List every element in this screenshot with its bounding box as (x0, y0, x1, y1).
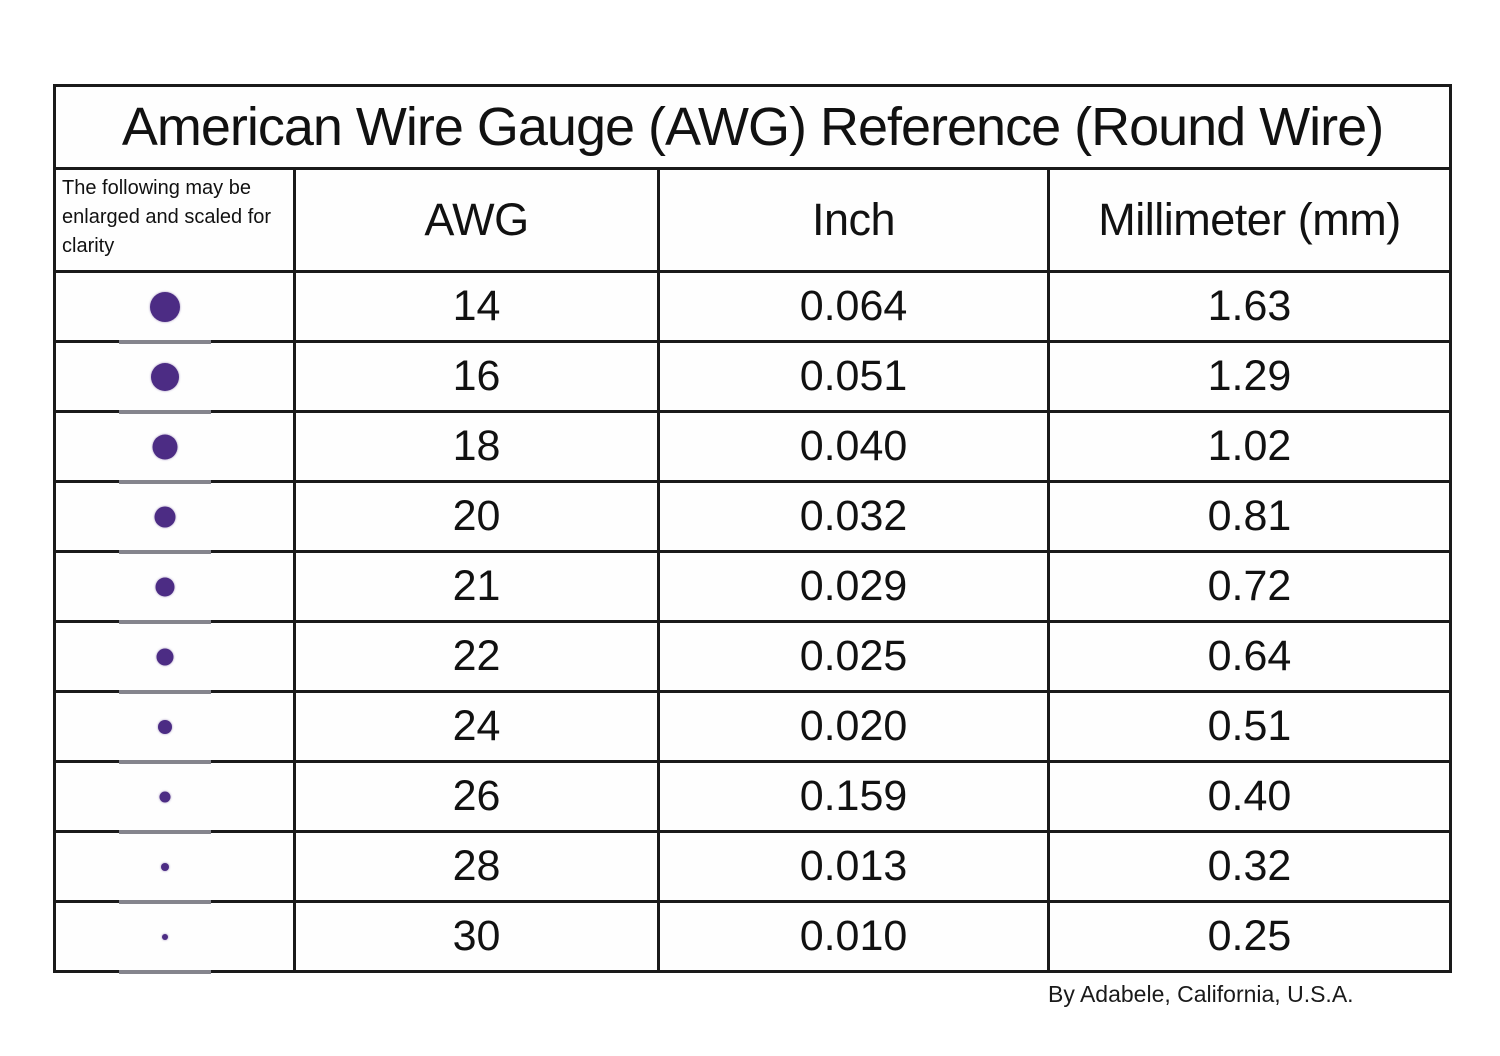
table-body: 14 0.064 1.63 16 0.051 1.29 18 0.040 1.02 20 0.032… (56, 273, 1449, 974)
wire-size-dot-cell (56, 553, 296, 624)
wire-dot (156, 648, 174, 665)
table-row: 22 0.025 0.64 (56, 623, 1449, 694)
table-header-row: The following may be enlarged and scaled… (56, 170, 1449, 273)
wire-size-dot-cell (56, 273, 296, 344)
mm-cell: 0.64 (1050, 623, 1449, 693)
table-row: 20 0.032 0.81 (56, 483, 1449, 554)
table-row: 16 0.051 1.29 (56, 343, 1449, 414)
awg-cell: 21 (296, 553, 660, 623)
scale-underline (119, 759, 212, 764)
table-row: 30 0.010 0.25 (56, 903, 1449, 974)
awg-cell: 14 (296, 273, 660, 343)
mm-cell: 0.51 (1050, 693, 1449, 763)
wire-size-dot-cell (56, 903, 296, 974)
inch-cell: 0.025 (660, 623, 1050, 693)
awg-cell: 18 (296, 413, 660, 483)
wire-size-dot-cell (56, 833, 296, 904)
wire-size-dot-cell (56, 343, 296, 414)
awg-cell: 30 (296, 903, 660, 970)
table-row: 18 0.040 1.02 (56, 413, 1449, 484)
wire-dot (152, 434, 178, 459)
enlargement-note: The following may be enlarged and scaled… (56, 170, 296, 273)
inch-cell: 0.032 (660, 483, 1050, 553)
wire-size-dot-cell (56, 623, 296, 694)
wire-size-dot-cell (56, 693, 296, 764)
wire-dot (150, 291, 181, 322)
scale-underline (119, 479, 212, 484)
scale-underline (119, 549, 212, 554)
mm-cell: 1.63 (1050, 273, 1449, 343)
awg-reference-table: American Wire Gauge (AWG) Reference (Rou… (53, 84, 1452, 974)
wire-dot (155, 577, 175, 596)
awg-cell: 24 (296, 693, 660, 763)
mm-cell: 0.72 (1050, 553, 1449, 623)
table-row: 21 0.029 0.72 (56, 553, 1449, 624)
wire-dot (151, 362, 180, 391)
wire-dot (161, 862, 170, 871)
wire-dot (158, 719, 173, 734)
wire-size-dot-cell (56, 483, 296, 554)
mm-cell: 1.02 (1050, 413, 1449, 483)
mm-cell: 0.40 (1050, 763, 1449, 833)
mm-cell: 0.81 (1050, 483, 1449, 553)
scale-underline (119, 619, 212, 624)
inch-cell: 0.159 (660, 763, 1050, 833)
credit-line: By Adabele, California, U.S.A. (1048, 981, 1354, 1007)
table-title: American Wire Gauge (AWG) Reference (Rou… (56, 87, 1449, 170)
inch-cell: 0.064 (660, 273, 1050, 343)
awg-cell: 20 (296, 483, 660, 553)
wire-dot (162, 933, 169, 940)
inch-cell: 0.010 (660, 903, 1050, 970)
table-row: 26 0.159 0.40 (56, 763, 1449, 834)
wire-size-dot-cell (56, 763, 296, 834)
column-header-awg: AWG (296, 170, 660, 273)
column-header-millimeter: Millimeter (mm) (1050, 170, 1449, 273)
scale-underline (119, 339, 212, 344)
table-row: 14 0.064 1.63 (56, 273, 1449, 344)
inch-cell: 0.013 (660, 833, 1050, 903)
column-header-inch: Inch (660, 170, 1050, 273)
scale-underline (119, 689, 212, 694)
awg-cell: 28 (296, 833, 660, 903)
scale-underline (119, 969, 212, 974)
awg-cell: 16 (296, 343, 660, 413)
scale-underline (119, 829, 212, 834)
mm-cell: 0.32 (1050, 833, 1449, 903)
table-row: 28 0.013 0.32 (56, 833, 1449, 904)
table-row: 24 0.020 0.51 (56, 693, 1449, 764)
inch-cell: 0.051 (660, 343, 1050, 413)
inch-cell: 0.029 (660, 553, 1050, 623)
scale-underline (119, 899, 212, 904)
mm-cell: 0.25 (1207, 912, 1292, 960)
wire-dot (154, 506, 176, 527)
wire-size-dot-cell (56, 413, 296, 484)
inch-cell: 0.020 (660, 693, 1050, 763)
mm-cell: 1.29 (1050, 343, 1449, 413)
inch-cell: 0.040 (660, 413, 1050, 483)
awg-cell: 22 (296, 623, 660, 693)
awg-cell: 26 (296, 763, 660, 833)
scale-underline (119, 409, 212, 414)
wire-dot (159, 791, 171, 802)
